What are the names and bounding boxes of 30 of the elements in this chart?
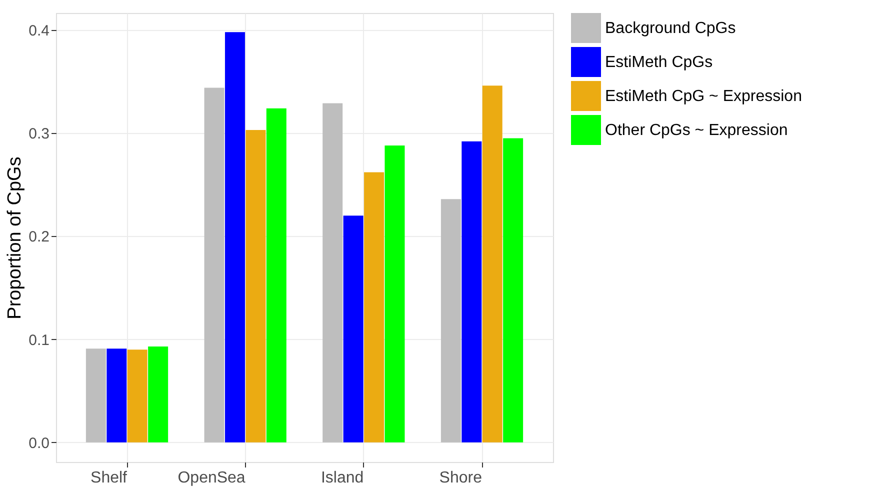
y-tick-label: 0.2 (28, 228, 50, 246)
bar (322, 103, 343, 442)
x-tick-label: Shelf (90, 470, 128, 486)
bar (384, 145, 405, 442)
legend-label: Background CpGs (605, 20, 736, 37)
x-tick-label: OpenSea (178, 470, 246, 486)
bar (86, 348, 106, 442)
bar (266, 108, 286, 442)
legend-label: Other CpGs ~ Expression (605, 122, 788, 139)
y-axis-title: Proportion of CpGs (4, 156, 26, 320)
y-tick-label: 0.4 (28, 22, 50, 40)
bar (204, 88, 224, 442)
bar (364, 172, 384, 442)
bar (462, 141, 482, 442)
y-tick-label: 0.1 (28, 332, 50, 349)
legend-label: EstiMeth CpGs (605, 54, 713, 71)
legend-label: EstiMeth CpG ~ Expression (605, 88, 802, 105)
bar (127, 350, 148, 442)
bar (503, 138, 524, 442)
bar (343, 216, 364, 442)
bar (106, 348, 127, 442)
bar (148, 346, 168, 442)
x-tick-label: Shore (439, 470, 482, 486)
bar (224, 32, 245, 442)
y-tick-label: 0.3 (28, 126, 50, 143)
bar (440, 199, 461, 442)
x-tick-label: Island (320, 470, 364, 486)
y-tick-label: 0.0 (28, 434, 50, 452)
bar (246, 130, 266, 442)
bar (482, 86, 502, 442)
